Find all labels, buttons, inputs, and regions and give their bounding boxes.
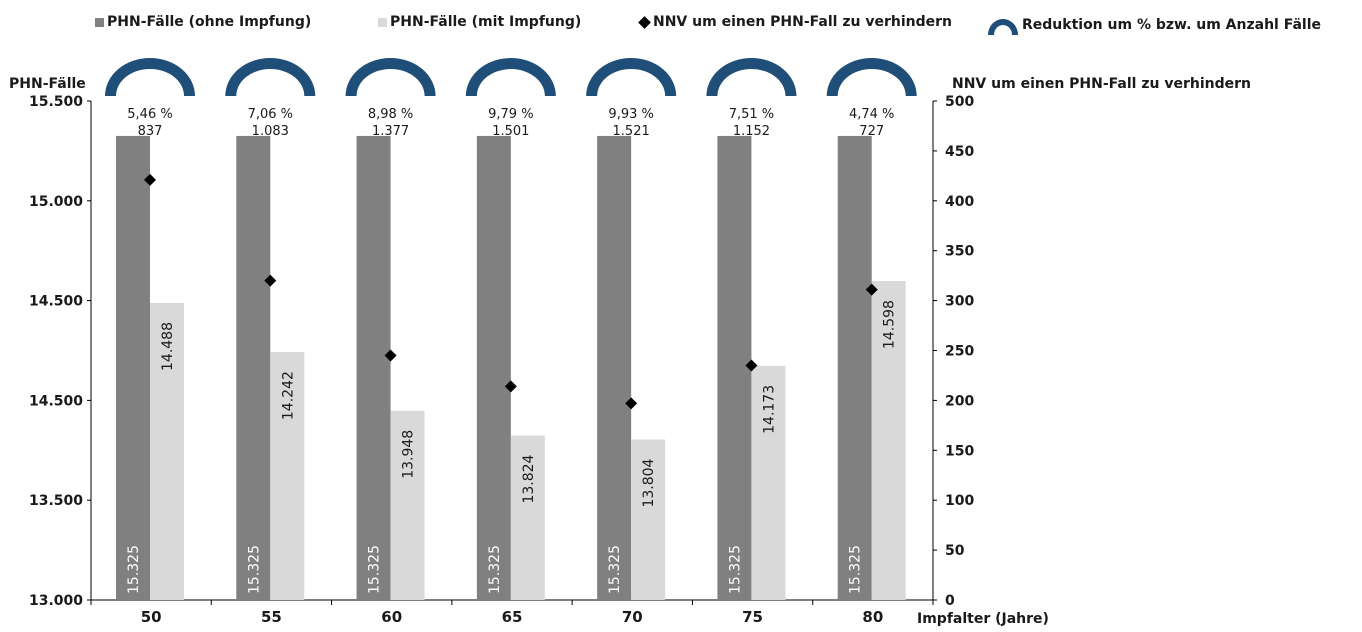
reduction-count-label: 1.377: [372, 124, 409, 139]
y-left-tick-label: 13.500: [29, 493, 83, 509]
legend: PHN-Fälle (ohne Impfung) PHN-Fälle (mit …: [0, 14, 1362, 38]
bar-mit-impfung: [510, 435, 545, 600]
bar-ohne-impfung: [476, 135, 511, 600]
legend-label-mit: PHN-Fälle (mit Impfung): [390, 14, 582, 30]
reduction-percent-label: 7,51 %: [729, 107, 774, 122]
y-right-tick-label: 100: [945, 493, 974, 509]
reduction-percent-label: 7,06 %: [248, 107, 293, 122]
bar-ohne-value-label: 15.325: [487, 545, 503, 594]
bar-ohne-impfung: [717, 135, 752, 600]
reduction-arc: [465, 58, 556, 96]
bar-ohne-impfung: [837, 135, 872, 600]
bar-ohne-value-label: 15.325: [367, 545, 383, 594]
bar-mit-value-label: 14.242: [280, 371, 296, 420]
reduction-percent-label: 9,93 %: [608, 107, 653, 122]
nnv-point: [264, 274, 277, 287]
x-category-label: 50: [141, 608, 162, 626]
bar-mit-value-label: 14.598: [882, 300, 898, 349]
y-right-tick-label: 200: [945, 393, 974, 409]
reduction-count-label: 1.521: [613, 124, 650, 139]
reduction-arc: [345, 58, 436, 96]
nnv-point: [144, 173, 156, 186]
reduction-count-label: 1.083: [252, 124, 289, 139]
x-category-label: 60: [381, 608, 402, 626]
legend-item-ohne: PHN-Fälle (ohne Impfung): [95, 14, 311, 30]
bar-mit-impfung: [751, 365, 786, 600]
nnv-point: [504, 380, 517, 393]
legend-item-reduktion: Reduktion um % bzw. um Anzahl Fälle: [986, 14, 1321, 36]
reduction-count-label: 837: [138, 124, 163, 139]
reduction-arc: [706, 57, 797, 96]
reduction-count-label: 727: [859, 124, 884, 139]
bar-ohne-impfung: [116, 135, 150, 600]
reduction-percent-label: 9,79 %: [488, 107, 533, 122]
bar-mit-value-label: 14.488: [160, 322, 176, 371]
nnv-point: [745, 359, 758, 372]
bar-ohne-value-label: 15.325: [126, 545, 142, 594]
legend-item-mit: PHN-Fälle (mit Impfung): [378, 14, 581, 30]
bar-mit-value-label: 13.948: [401, 430, 417, 479]
y-left-tick-label: 15.000: [29, 194, 83, 210]
legend-swatch-ohne: [95, 17, 104, 27]
y-right-tick-label: 50: [945, 543, 965, 559]
y-right-axis-title: NNV um einen PHN-Fall zu verhindern: [952, 76, 1251, 92]
y-right-tick-label: 0: [945, 593, 955, 609]
bar-ohne-value-label: 15.325: [607, 545, 623, 594]
x-category-label: 55: [261, 608, 282, 626]
nnv-point: [384, 349, 397, 362]
y-right-tick-label: 400: [945, 194, 974, 210]
legend-label-ohne: PHN-Fälle (ohne Impfung): [107, 14, 312, 30]
bar-ohne-impfung: [236, 135, 271, 600]
reduction-percent-label: 5,46 %: [127, 107, 172, 122]
x-category-label: 75: [742, 608, 763, 626]
bar-ohne-value-label: 15.325: [727, 545, 743, 594]
bar-mit-value-label: 13.824: [521, 454, 537, 503]
y-left-tick-label: 15.500: [29, 94, 83, 110]
y-right-tick-label: 350: [945, 244, 974, 260]
reduction-arc: [225, 58, 316, 96]
x-category-label: 80: [862, 608, 883, 626]
y-left-tick-label: 14.500: [29, 294, 83, 310]
bar-mit-value-label: 14.173: [761, 385, 777, 434]
bar-mit-impfung: [871, 281, 906, 600]
reduction-arc: [586, 57, 677, 96]
x-category-label: 70: [622, 608, 643, 626]
bar-mit-impfung: [150, 302, 184, 600]
reduction-percent-label: 8,98 %: [368, 107, 413, 122]
bar-ohne-impfung: [597, 135, 632, 600]
reduction-arc: [826, 57, 917, 96]
reduction-arc: [105, 58, 195, 96]
legend-swatch-mit: [378, 17, 387, 27]
bar-mit-value-label: 13.804: [641, 458, 657, 507]
reduction-count-label: 1.152: [733, 124, 770, 139]
y-right-tick-label: 300: [945, 294, 974, 310]
y-right-tick-label: 250: [945, 344, 974, 360]
y-right-tick-label: 500: [945, 94, 974, 110]
y-right-tick-label: 150: [945, 443, 974, 459]
nnv-point: [865, 283, 878, 296]
bar-mit-impfung: [270, 352, 305, 600]
y-right-tick-label: 450: [945, 144, 974, 160]
y-left-tick-label: 13.000: [29, 593, 83, 609]
x-axis-title: Impfalter (Jahre): [917, 611, 1049, 627]
legend-label-reduktion: Reduktion um % bzw. um Anzahl Fälle: [1022, 17, 1322, 33]
legend-item-nnv: NNV um einen PHN-Fall zu verhindern: [638, 14, 952, 30]
y-left-axis-title: PHN-Fälle: [9, 76, 86, 92]
bar-ohne-impfung: [356, 135, 391, 600]
bar-mit-impfung: [390, 410, 425, 600]
bar-ohne-value-label: 15.325: [246, 545, 262, 594]
bar-ohne-value-label: 15.325: [848, 545, 864, 594]
reduction-count-label: 1.501: [492, 124, 529, 139]
x-category-label: 65: [502, 608, 523, 626]
nnv-point: [625, 397, 638, 410]
legend-label-nnv: NNV um einen PHN-Fall zu verhindern: [653, 14, 952, 30]
reduction-percent-label: 4,74 %: [849, 107, 894, 122]
bar-mit-impfung: [631, 439, 666, 600]
y-left-tick-label: 14.500: [29, 393, 83, 409]
arc-icon: [988, 19, 1018, 35]
